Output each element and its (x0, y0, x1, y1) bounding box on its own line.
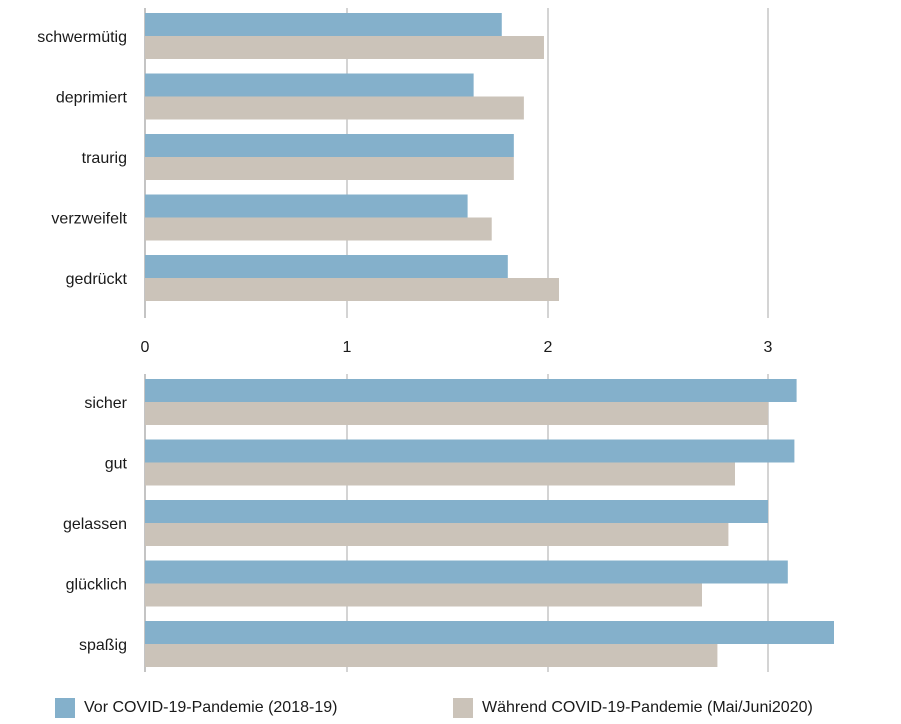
bar-waehrend-gelassen (145, 523, 729, 546)
category-label-glücklich: glücklich (66, 577, 127, 594)
legend-item-waehrend: Während COVID-19-Pandemie (Mai/Juni2020) (453, 697, 813, 719)
legend-swatch-waehrend (453, 698, 473, 718)
bar-waehrend-traurig (145, 157, 514, 180)
x-tick-label-0: 0 (141, 339, 150, 356)
legend-swatch-vor (55, 698, 75, 718)
bar-waehrend-glücklich (145, 583, 702, 607)
bar-waehrend-verzweifelt (145, 217, 492, 241)
x-tick-label-1: 1 (343, 339, 352, 356)
category-label-gut: gut (105, 456, 128, 473)
bar-waehrend-sicher (145, 402, 768, 425)
category-label-gelassen: gelassen (63, 516, 127, 533)
legend-item-vor: Vor COVID-19-Pandemie (2018-19) (55, 697, 337, 719)
bar-vor-schwermütig (145, 13, 502, 36)
category-label-schwermütig: schwermütig (37, 29, 127, 46)
legend-label-vor: Vor COVID-19-Pandemie (2018-19) (84, 699, 338, 716)
chart: 0 1 2 3 schwermütig deprimiert traurig verzweif… (37, 8, 834, 672)
bar-vor-deprimiert (145, 73, 474, 97)
bar-waehrend-deprimiert (145, 96, 524, 120)
bar-vor-sicher (145, 379, 797, 402)
bar-waehrend-gedrückt (145, 278, 559, 301)
bar-waehrend-gut (145, 462, 735, 486)
legend: Vor COVID-19-Pandemie (2018-19) Während … (55, 697, 895, 719)
bar-waehrend-spaßig (145, 644, 718, 667)
bar-vor-gelassen (145, 500, 768, 523)
bar-waehrend-schwermütig (145, 36, 544, 59)
x-tick-label-3: 3 (764, 339, 773, 356)
bar-vor-gedrückt (145, 255, 508, 278)
category-label-verzweifelt: verzweifelt (51, 211, 127, 228)
bar-vor-glücklich (145, 560, 788, 584)
bar-vor-gut (145, 439, 795, 463)
category-label-sicher: sicher (84, 395, 127, 412)
x-tick-label-2: 2 (544, 339, 553, 356)
bar-vor-verzweifelt (145, 194, 468, 218)
category-label-traurig: traurig (82, 150, 127, 167)
category-label-gedrückt: gedrückt (66, 271, 128, 288)
category-label-spaßig: spaßig (79, 637, 127, 654)
legend-label-waehrend: Während COVID-19-Pandemie (Mai/Juni2020) (482, 699, 813, 716)
bar-vor-traurig (145, 134, 514, 157)
bar-vor-spaßig (145, 621, 834, 644)
category-label-deprimiert: deprimiert (56, 90, 128, 107)
